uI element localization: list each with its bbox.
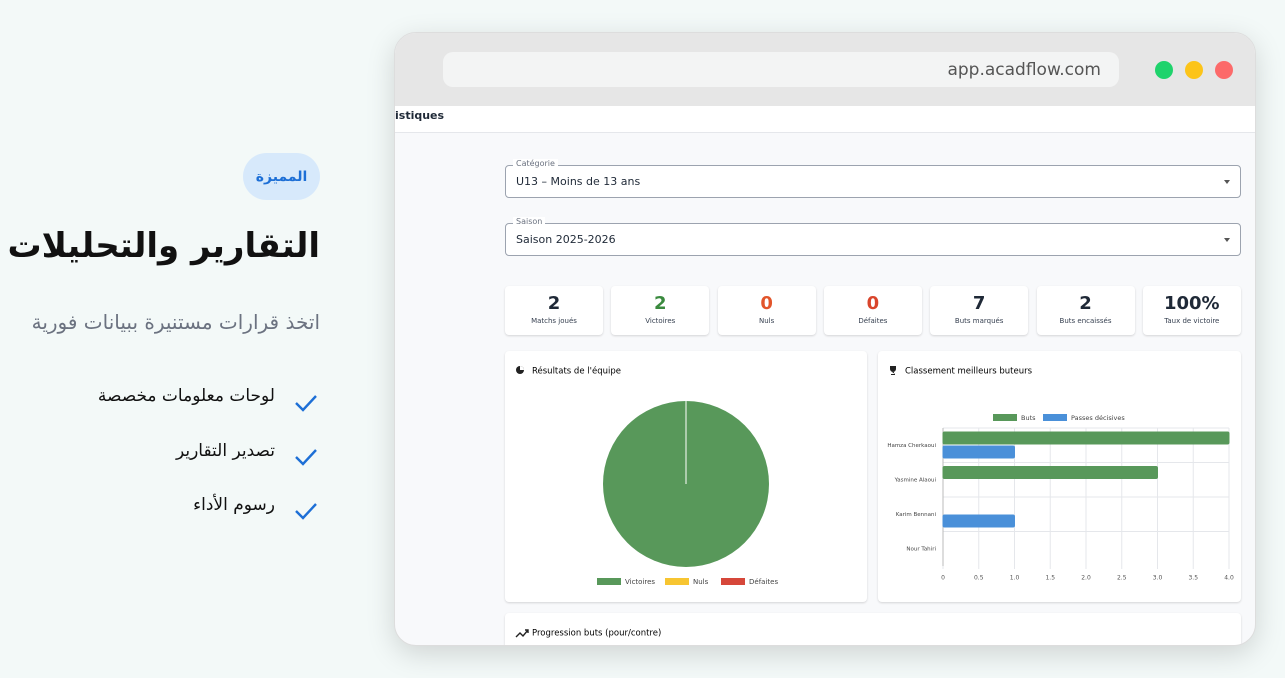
address-bar[interactable]: app.acadflow.com bbox=[443, 52, 1119, 87]
hero-subtitle: اتخذ قرارات مستنيرة ببيانات فورية bbox=[31, 310, 320, 334]
window-button[interactable] bbox=[1155, 61, 1173, 79]
season-select[interactable]: Saison Saison 2025-2026 bbox=[505, 217, 1241, 256]
x-tick-label: 3.5 bbox=[1188, 575, 1198, 582]
stat-value: 7 bbox=[972, 293, 986, 314]
bar bbox=[942, 514, 1015, 528]
legend-swatch bbox=[597, 578, 621, 585]
legend-label: Défaites bbox=[749, 578, 778, 586]
y-tick-label: Karim Bennani bbox=[896, 512, 937, 518]
x-tick-label: 2.5 bbox=[1117, 575, 1127, 582]
feature-badge: المميزة bbox=[243, 153, 320, 200]
stat-label: Buts encaissés bbox=[1059, 317, 1112, 325]
x-tick-label: 3.0 bbox=[1153, 575, 1163, 582]
category-select[interactable]: Catégorie U13 – Moins de 13 ans bbox=[505, 159, 1241, 198]
stat-label: Victoires bbox=[645, 317, 676, 325]
x-tick-label: 4.0 bbox=[1224, 575, 1234, 582]
check-icon bbox=[295, 395, 317, 412]
x-tick-label: 2.0 bbox=[1081, 575, 1091, 582]
feature-item: لوحات معلومات مخصصة bbox=[97, 386, 275, 406]
stat-label: Buts marqués bbox=[954, 317, 1004, 325]
stat-card: 0 Défaites bbox=[823, 286, 922, 335]
bar bbox=[942, 466, 1158, 479]
x-tick-label: 1.5 bbox=[1045, 575, 1055, 582]
chart-icon bbox=[516, 366, 524, 374]
trend-icon bbox=[515, 629, 529, 638]
tab-bar: istiques bbox=[395, 106, 1255, 133]
legend-label: Nuls bbox=[693, 578, 709, 586]
stat-label: Taux de victoire bbox=[1164, 317, 1220, 325]
select-value: Saison 2025-2026 bbox=[516, 233, 616, 246]
stat-card: 100% Taux de victoire bbox=[1142, 286, 1241, 335]
stat-label: Défaites bbox=[858, 317, 888, 325]
stat-label: Nuls bbox=[758, 317, 775, 325]
legend-swatch bbox=[1043, 414, 1067, 421]
legend-label: Buts bbox=[1021, 414, 1036, 422]
legend-swatch bbox=[721, 578, 745, 585]
stat-value: 100% bbox=[1163, 293, 1220, 314]
stat-card: 2 Matchs joués bbox=[505, 286, 603, 335]
stat-card: 0 Nuls bbox=[717, 286, 816, 335]
check-icon bbox=[295, 449, 317, 466]
stat-card: 7 Buts marqués bbox=[930, 286, 1029, 335]
browser-header: app.acadflow.com bbox=[395, 33, 1255, 106]
legend-swatch bbox=[665, 578, 689, 585]
x-tick-label: 0 bbox=[941, 575, 945, 582]
x-tick-label: 1.0 bbox=[1010, 575, 1020, 582]
tab[interactable]: istiques bbox=[395, 109, 445, 122]
progress-card: Progression buts (pour/contre) bbox=[505, 613, 1241, 645]
feature-item: تصدير التقارير bbox=[175, 441, 275, 461]
stat-value: 2 bbox=[1079, 293, 1092, 314]
stat-value: 0 bbox=[760, 293, 773, 314]
select-label: Catégorie bbox=[513, 159, 558, 169]
legend-swatch bbox=[993, 414, 1017, 421]
check-icon bbox=[295, 503, 317, 520]
select-label: Saison bbox=[513, 217, 546, 227]
stat-label: Matchs joués bbox=[531, 317, 577, 325]
results-card: Résultats de l'équipe Victoires Nuls Défai… bbox=[505, 351, 867, 602]
bar bbox=[942, 431, 1230, 445]
hero-title: التقارير والتحليلات bbox=[7, 226, 320, 266]
pie-chart: Résultats de l'équipe Victoires Nuls Défai… bbox=[516, 366, 778, 586]
stat-value: 2 bbox=[547, 293, 561, 314]
window-button[interactable] bbox=[1215, 61, 1233, 79]
stat-card: 2 Buts encaissés bbox=[1036, 286, 1135, 335]
legend-label: Victoires bbox=[625, 578, 655, 586]
trophy-icon bbox=[890, 366, 896, 375]
stat-value: 0 bbox=[866, 293, 880, 314]
stat-value: 2 bbox=[654, 293, 667, 314]
legend-label: Passes décisives bbox=[1071, 414, 1125, 422]
card-title: Résultats de l'équipe bbox=[532, 366, 621, 377]
bar bbox=[942, 445, 1015, 459]
y-tick-label: Yasmine Alaoui bbox=[894, 477, 937, 483]
bar-chart: Classement meilleurs buteurs 0 0.5 1.0 1.5 2… bbox=[887, 366, 1234, 582]
card-title: Progression buts (pour/contre) bbox=[532, 629, 661, 639]
progress-header: Progression buts (pour/contre) bbox=[515, 629, 661, 639]
window-button[interactable] bbox=[1185, 61, 1203, 79]
browser-window: app.acadflow.com istiques Catégorie U13 –… bbox=[394, 32, 1256, 646]
y-tick-label: Hamza Cherkaoui bbox=[887, 443, 936, 449]
x-tick-label: 0.5 bbox=[974, 575, 984, 582]
feature-item: رسوم الأداء bbox=[193, 495, 275, 515]
stat-card: 2 Victoires bbox=[611, 286, 710, 335]
scorers-card: Classement meilleurs buteurs 0 0.5 1.0 1.5 2… bbox=[878, 351, 1241, 602]
card-title: Classement meilleurs buteurs bbox=[905, 367, 1033, 377]
y-tick-label: Nour Tahiri bbox=[906, 546, 936, 552]
select-value: U13 – Moins de 13 ans bbox=[516, 175, 641, 188]
